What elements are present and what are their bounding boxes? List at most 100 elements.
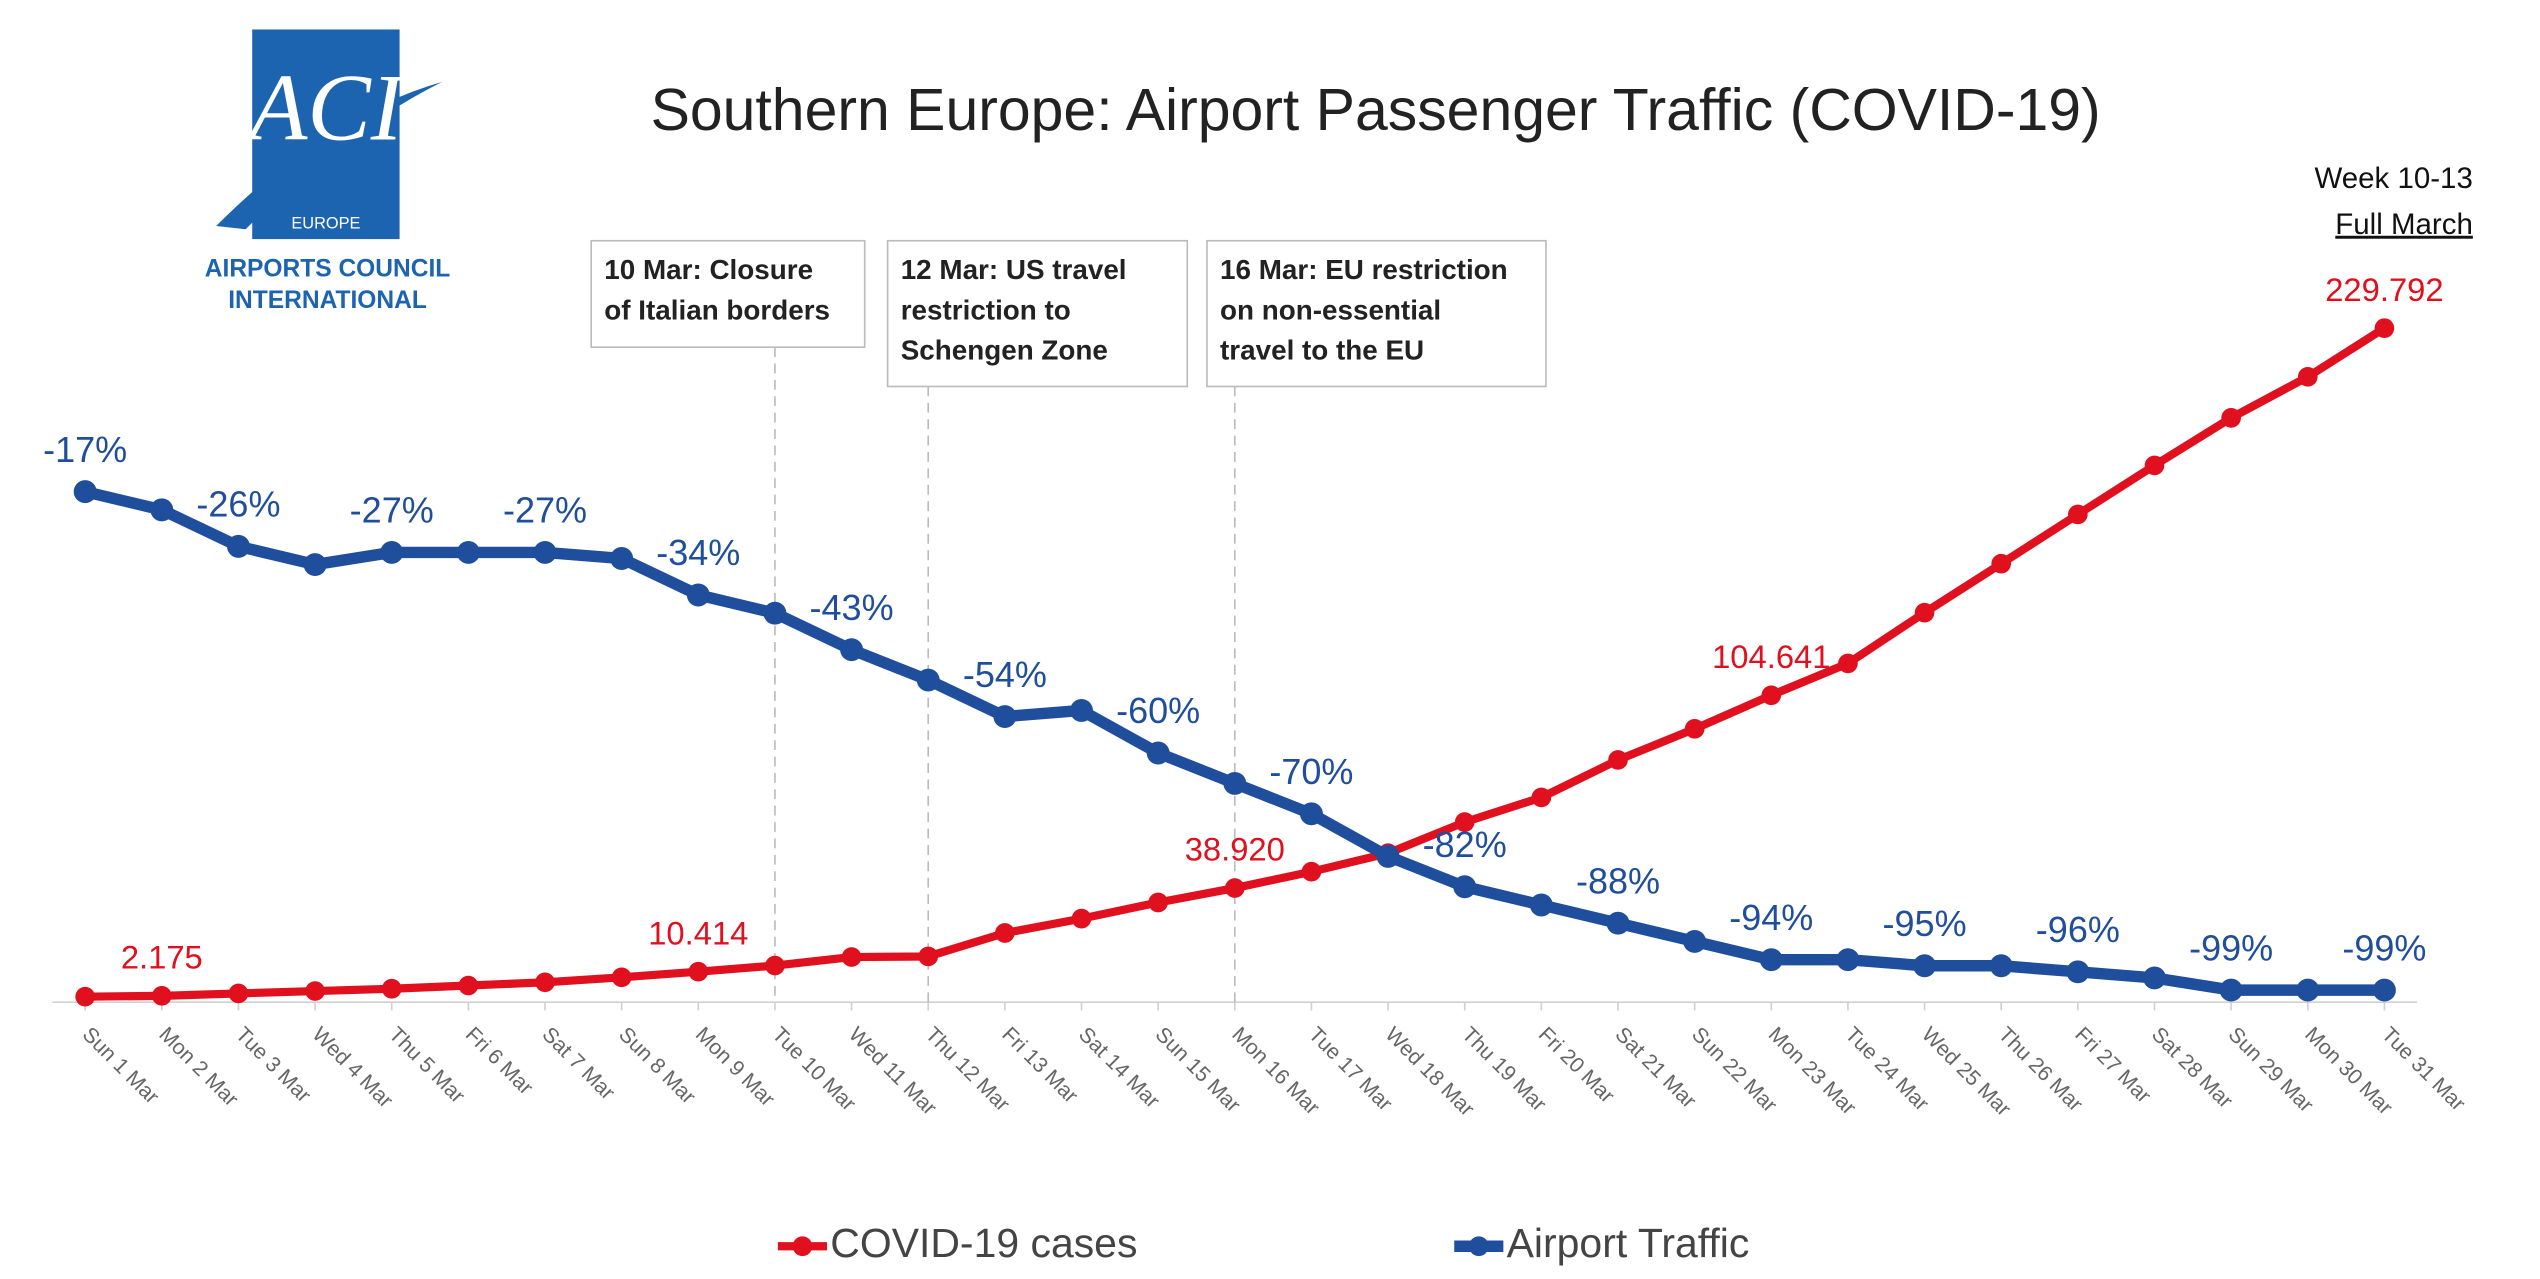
data-label: -82%	[1423, 824, 1507, 865]
logo-region: EUROPE	[291, 215, 360, 233]
data-label: -99%	[2189, 927, 2273, 968]
data-point	[228, 983, 249, 1004]
data-point	[226, 534, 250, 558]
chart-title: Southern Europe: Airport Passenger Traff…	[651, 78, 2101, 143]
data-point	[1913, 954, 1937, 978]
data-point	[1454, 812, 1475, 832]
data-point	[2066, 960, 2090, 984]
data-point	[2221, 408, 2241, 428]
data-point	[1606, 911, 1630, 935]
data-point	[1071, 908, 1092, 929]
data-point	[1146, 741, 1170, 765]
data-point	[305, 981, 325, 1001]
data-point	[1836, 948, 1860, 972]
annotation-text: Schengen Zone	[901, 334, 1108, 365]
logo-name: AIRPORTS COUNCIL	[205, 256, 450, 283]
data-label: 104.641	[1712, 638, 1830, 675]
data-point	[1989, 954, 2013, 978]
data-point	[1148, 892, 1168, 913]
data-point	[2144, 455, 2165, 476]
data-point	[381, 978, 402, 999]
data-point	[916, 668, 940, 692]
logo-swoosh	[216, 81, 443, 230]
data-point	[1759, 948, 1783, 972]
data-label: -34%	[656, 532, 740, 573]
data-point	[686, 583, 710, 607]
data-point	[1453, 875, 1477, 899]
data-point	[763, 601, 787, 625]
data-point	[1224, 878, 1245, 898]
data-label: -43%	[810, 587, 894, 628]
annotation-text: 10 Mar: Closure	[604, 254, 813, 285]
data-label: -99%	[2342, 927, 2426, 968]
data-point	[1299, 802, 1323, 826]
data-point	[2296, 978, 2320, 1002]
data-point	[1761, 685, 1782, 706]
annotation-text: of Italian borders	[604, 294, 830, 325]
data-point	[535, 972, 555, 993]
data-point	[2374, 318, 2395, 338]
data-point	[841, 947, 862, 967]
data-point	[75, 986, 95, 1007]
data-label: 2.175	[121, 938, 203, 975]
logo-box	[252, 29, 400, 240]
data-point	[150, 498, 174, 522]
data-label: -70%	[1269, 751, 1353, 792]
data-point	[1991, 553, 2012, 574]
logo-mark: ACI	[243, 55, 406, 161]
annotation-text: 12 Mar: US travel	[901, 254, 1127, 285]
legend-label: Airport Traffic	[1507, 1220, 1750, 1266]
data-point	[2143, 966, 2166, 990]
data-point	[688, 961, 709, 982]
data-label: -94%	[1729, 897, 1813, 938]
data-point	[1529, 893, 1553, 917]
data-label: 10.414	[648, 914, 748, 951]
data-point	[765, 955, 785, 976]
data-point	[303, 553, 327, 577]
data-point	[1608, 750, 1628, 770]
data-label: -60%	[1116, 690, 1200, 731]
data-point	[1838, 653, 1858, 674]
data-point	[1683, 929, 1707, 953]
annotation-box	[1206, 239, 1547, 388]
data-point	[1684, 719, 1705, 739]
data-point	[1531, 787, 1552, 808]
data-label: 38.920	[1185, 831, 1285, 868]
logo-name: INTERNATIONAL	[228, 287, 427, 314]
annotation-box	[590, 239, 866, 348]
data-point	[2068, 504, 2088, 525]
legend-marker	[792, 1236, 813, 1257]
logo: ACI EUROPE AIRPORTS COUNCIL INTERNATIONA…	[205, 29, 450, 314]
data-point	[1914, 602, 1935, 623]
data-point	[2372, 978, 2396, 1002]
annotation-text: on non-essential	[1220, 294, 1441, 325]
data-label: -88%	[1576, 860, 1660, 901]
data-label: -26%	[196, 484, 280, 525]
data-point	[533, 540, 557, 564]
data-point	[456, 540, 480, 564]
data-point	[2297, 366, 2318, 387]
data-point	[151, 986, 172, 1006]
legend-marker	[1468, 1236, 1489, 1257]
data-point	[1070, 699, 1093, 722]
annotation-text: 16 Mar: EU restriction	[1220, 254, 1508, 285]
data-point	[1376, 844, 1400, 868]
legend-label: COVID-19 cases	[830, 1220, 1137, 1266]
data-point	[611, 967, 632, 988]
subtitle: Full March	[2335, 208, 2473, 241]
data-point	[380, 540, 404, 564]
data-label: -27%	[503, 490, 587, 531]
data-point	[1301, 861, 1322, 882]
data-label: -17%	[43, 429, 127, 470]
data-label: -27%	[350, 490, 434, 531]
data-point	[840, 638, 864, 662]
data-point	[918, 946, 939, 967]
data-point	[73, 480, 97, 504]
data-point	[1223, 771, 1247, 795]
data-label: -95%	[1883, 903, 1967, 944]
data-point	[2219, 978, 2243, 1002]
data-label: 229.792	[2325, 271, 2443, 308]
data-point	[993, 705, 1017, 729]
